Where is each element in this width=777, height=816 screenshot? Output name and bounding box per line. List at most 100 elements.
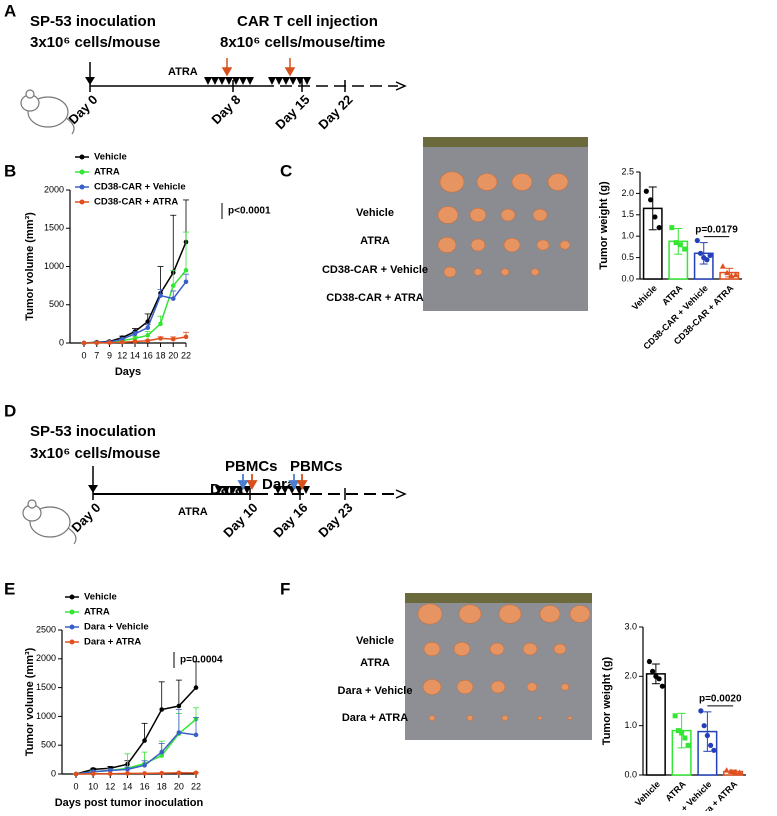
tumor	[437, 237, 457, 253]
data-point	[107, 340, 112, 345]
y-tick-label: 0	[59, 337, 64, 347]
data-point	[708, 742, 714, 749]
panel-letter: D	[4, 401, 16, 420]
tumor	[559, 240, 571, 250]
tumor	[439, 171, 465, 193]
x-tick-label: 22	[191, 781, 201, 791]
triangle	[215, 486, 223, 494]
tumor	[569, 605, 591, 623]
data-point	[183, 268, 189, 273]
data-point	[698, 708, 704, 714]
triangle	[296, 77, 304, 85]
data-point	[728, 272, 735, 279]
data-point	[719, 263, 726, 269]
legend-marker	[69, 594, 75, 600]
data-point	[170, 296, 176, 301]
tumor	[539, 605, 561, 623]
pbmc-arrows	[246, 474, 308, 490]
series-line	[75, 718, 197, 775]
timeline-text: 3x10⁶ cells/mouse	[30, 445, 160, 462]
y-tick-label: 1.0	[624, 720, 637, 730]
data-point	[125, 771, 130, 776]
y-tick-label: 0	[51, 768, 56, 778]
ruler	[405, 593, 592, 603]
triangle	[289, 77, 297, 85]
legend-label: Dara + ATRA	[84, 637, 141, 648]
data-point	[145, 338, 151, 344]
x-tick-label: 0	[81, 350, 86, 360]
legend-label: CD38-CAR + ATRA	[94, 197, 178, 208]
triangle	[303, 77, 311, 85]
legend-marker	[69, 609, 75, 615]
y-tick-label: 0.0	[621, 273, 634, 283]
injection-triangles	[204, 77, 311, 85]
data-point	[193, 685, 199, 690]
data-point	[176, 730, 182, 735]
triangle	[225, 77, 233, 85]
day-label: Day 0	[65, 92, 100, 127]
data-point	[183, 279, 189, 285]
triangle	[281, 486, 289, 494]
x-tick-label: 22	[181, 350, 191, 360]
data-point	[694, 237, 700, 244]
legend-marker	[79, 154, 85, 160]
tumor	[423, 641, 441, 657]
row-label: Dara + Vehicle	[338, 685, 413, 697]
triangle	[275, 77, 283, 85]
data-point	[723, 767, 730, 773]
data-point	[107, 768, 113, 773]
data-point	[682, 735, 688, 741]
drug-label: ATRA	[178, 506, 208, 518]
arrow-head	[395, 489, 407, 499]
tumor	[476, 173, 498, 191]
y-tick-label: 2.0	[621, 188, 634, 198]
tumor	[500, 268, 510, 276]
x-tick-label: 9	[107, 350, 112, 360]
x-tick-label: Vehicle	[630, 283, 659, 312]
data-point	[90, 771, 96, 777]
triangle	[232, 77, 240, 85]
tumor	[428, 715, 436, 721]
x-tick-label: Vehicle	[633, 779, 662, 808]
injection-triangles	[215, 486, 310, 494]
row-label: Vehicle	[356, 207, 394, 219]
x-tick-label: 16	[143, 350, 153, 360]
triangle	[218, 77, 226, 85]
timeline-text: PBMCs	[225, 458, 278, 475]
day-label: Day 15	[272, 92, 312, 132]
data-point	[132, 339, 138, 344]
y-tick-label: 500	[49, 299, 64, 309]
tumor-photo-c: Vehicle ATRA CD38-CAR + Vehicle CD38-CAR…	[322, 137, 588, 311]
x-tick-label: ATRA	[663, 779, 688, 804]
day-label: Day 8	[208, 92, 243, 127]
triangle	[204, 77, 212, 85]
tumor	[547, 173, 569, 191]
timeline-d: SP-53 inoculation 3x10⁶ cells/mouse PBMC…	[22, 423, 407, 545]
triangle	[211, 77, 219, 85]
tumor	[469, 207, 487, 223]
data-point	[685, 742, 691, 748]
timeline-text: CAR T cell injection	[237, 13, 378, 30]
panel-letter: F	[280, 579, 290, 598]
tumor	[560, 683, 570, 691]
legend-marker	[79, 199, 85, 205]
legend-label: ATRA	[94, 167, 120, 178]
data-point	[158, 321, 163, 327]
day-label: Day 10	[220, 500, 260, 540]
data-point	[142, 771, 147, 776]
data-point	[193, 770, 199, 776]
data-point	[159, 749, 165, 755]
legend-marker	[69, 639, 75, 645]
x-tick-label: 10	[88, 781, 98, 791]
tumor	[526, 682, 538, 692]
triangle	[222, 486, 230, 494]
legend-label: Dara + Vehicle	[84, 622, 149, 633]
tumor-photo-f: Vehicle ATRA Dara + Vehicle Dara + ATRA	[338, 593, 592, 740]
data-point	[672, 713, 678, 719]
data-point	[107, 771, 113, 777]
data-point	[145, 325, 151, 331]
dara-arrows	[237, 474, 300, 490]
day-label: Day 23	[315, 500, 355, 540]
tumor	[422, 679, 442, 695]
